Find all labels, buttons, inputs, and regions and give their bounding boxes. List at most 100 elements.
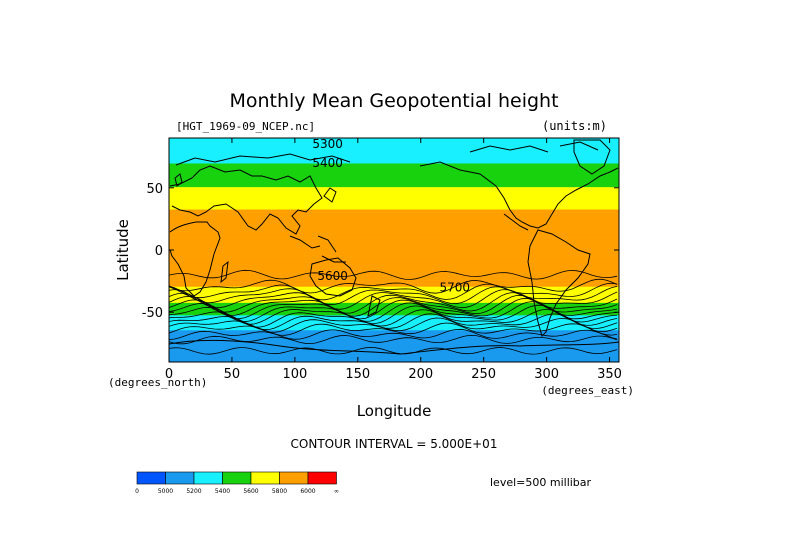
- contour-band: [169, 175, 619, 178]
- contour-band: [169, 167, 619, 170]
- contour-line: [169, 289, 618, 310]
- contour-band: [169, 227, 619, 230]
- contour-band: [169, 304, 619, 307]
- contour-band: [169, 344, 619, 347]
- x-tick-label: 0: [165, 367, 173, 382]
- contour-band: [169, 232, 619, 235]
- contour-band: [169, 233, 619, 236]
- contour-band: [169, 187, 619, 190]
- contour-band: [169, 263, 619, 266]
- contour-band: [169, 245, 619, 247]
- contour-band: [169, 181, 619, 184]
- contour-band: [169, 319, 619, 322]
- color-legend: 0 5000 5200 5400 5600 5800 6000 ∞: [135, 471, 339, 495]
- contour-line: [169, 282, 618, 301]
- contour-band: [169, 139, 619, 142]
- contour-band: [169, 206, 619, 209]
- contour-band: [169, 278, 619, 281]
- contour-label: 5300: [312, 137, 343, 151]
- contour-band: [169, 164, 619, 166]
- contour-band: [169, 141, 619, 144]
- contour-band: [169, 261, 619, 264]
- contour-band: [169, 268, 619, 271]
- contour-band: [169, 186, 619, 189]
- contour-band: [169, 161, 619, 164]
- contour-band: [169, 353, 619, 356]
- contour-band: [169, 220, 619, 222]
- contour-band: [169, 262, 619, 265]
- contour-band: [169, 330, 619, 333]
- contour-band: [169, 147, 619, 150]
- contour-band: [169, 354, 619, 357]
- contour-band: [169, 201, 619, 204]
- contour-band: [169, 142, 619, 145]
- contour-line: [169, 346, 618, 355]
- contour-band: [169, 221, 619, 224]
- contour-band: [169, 259, 619, 262]
- contour-band: [169, 174, 619, 176]
- x-tick-label: 100: [282, 367, 307, 382]
- contour-band: [169, 273, 619, 276]
- contour-band: [169, 155, 619, 158]
- contour-band: [169, 342, 619, 344]
- contour-band: [169, 217, 619, 220]
- contour-line: [169, 269, 618, 280]
- contour-band: [169, 151, 619, 154]
- contour-band: [169, 323, 619, 326]
- x-axis-label: Longitude: [357, 402, 432, 420]
- x-tick-label: 50: [224, 367, 241, 382]
- contour-band: [169, 252, 619, 255]
- contour-band: [169, 322, 619, 325]
- x-tick-label: 150: [345, 367, 370, 382]
- coastlines: [169, 139, 619, 355]
- y-axis-label: Latitude: [114, 219, 132, 281]
- contour-band: [169, 264, 619, 267]
- contour-band: [169, 240, 619, 242]
- contour-band: [169, 236, 619, 239]
- contour-band: [169, 347, 619, 349]
- contour-band: [169, 225, 619, 227]
- contour-band: [169, 248, 619, 251]
- contour-band: [169, 242, 619, 245]
- contour-band: [169, 213, 619, 216]
- contour-band: [169, 339, 619, 342]
- coast-australia: [309, 257, 357, 297]
- contour-band: [169, 340, 619, 343]
- contour-band: [169, 269, 619, 272]
- contour-band: [169, 325, 619, 328]
- y-tick-label: 0: [155, 244, 163, 259]
- contour-band: [169, 180, 619, 183]
- contour-band: [169, 159, 619, 161]
- contour-band: [169, 197, 619, 200]
- y-tick-label: -50: [142, 306, 163, 321]
- legend-swatch: [307, 471, 337, 485]
- legend-label: 0: [135, 488, 139, 495]
- contour-band: [169, 192, 619, 195]
- contour-band: [169, 276, 619, 278]
- contour-band: [169, 144, 619, 147]
- contour-band: [169, 205, 619, 208]
- contour-band: [169, 170, 619, 173]
- contour-band: [169, 218, 619, 221]
- contour-band: [169, 184, 619, 186]
- plot-area: 5300 5400 5600 5700: [169, 137, 619, 362]
- contour-band: [169, 202, 619, 205]
- legend-label: 5600: [243, 488, 258, 495]
- contour-band: [169, 277, 619, 280]
- contour-band: [169, 303, 619, 306]
- contour-band: [169, 169, 619, 171]
- contour-band: [169, 256, 619, 259]
- contour-band: [169, 194, 619, 196]
- contour-band: [169, 241, 619, 244]
- contour-line: [169, 278, 618, 294]
- x-tick-label: 200: [408, 367, 433, 382]
- contour-band: [169, 200, 619, 203]
- legend-label: 5800: [272, 488, 287, 495]
- contour-band: [169, 284, 619, 287]
- coast-new-zealand: [367, 295, 381, 317]
- x-units-label: (degrees_east): [541, 384, 634, 397]
- contour-band: [169, 324, 619, 327]
- contour-band: [169, 176, 619, 179]
- contour-band: [169, 207, 619, 210]
